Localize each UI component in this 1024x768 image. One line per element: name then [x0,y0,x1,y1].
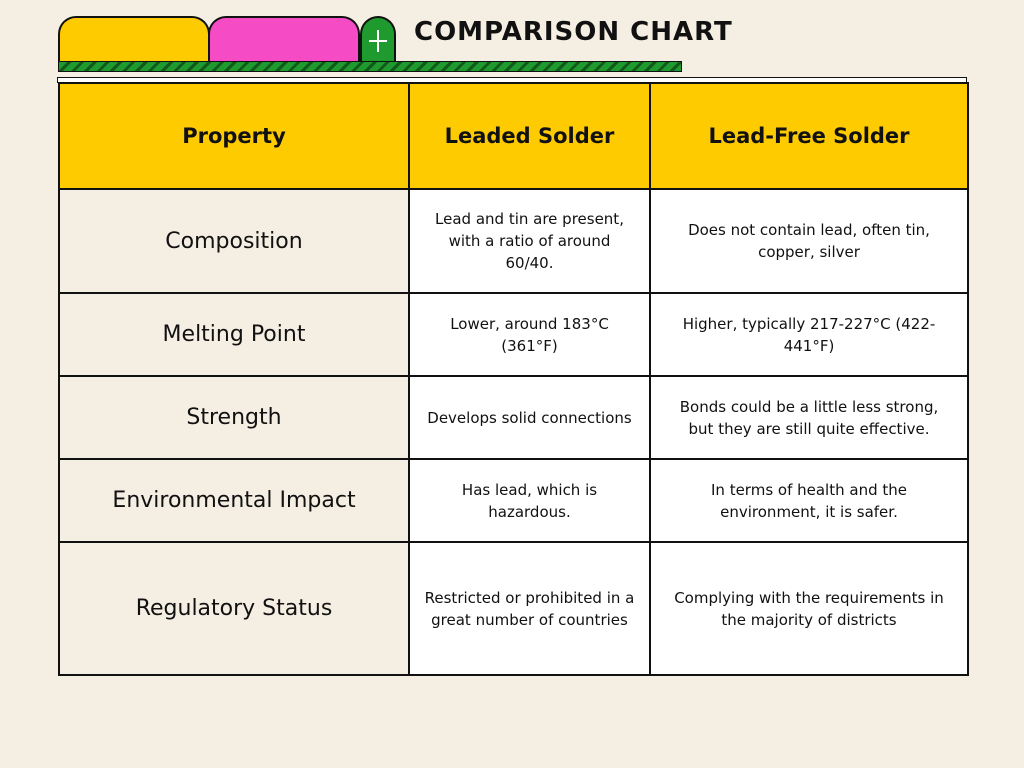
property-cell: Composition [58,188,410,294]
lead-free-cell: Does not contain lead, often tin, copper… [649,188,969,294]
plus-icon [360,16,396,66]
decorative-stripe [58,61,682,72]
lead-free-cell: Higher, typically 217-227°C (422-441°F) [649,292,969,377]
comparison-table: Property Leaded Solder Lead-Free Solder … [58,82,969,676]
leaded-cell: Restricted or prohibited in a great numb… [408,541,651,676]
lead-free-cell: Complying with the requirements in the m… [649,541,969,676]
column-header: Property [58,82,410,190]
table-frame [57,77,967,83]
table-row: Strength Develops solid connections Bond… [58,375,969,460]
leaded-cell: Develops solid connections [408,375,651,460]
column-header: Leaded Solder [408,82,651,190]
property-cell: Strength [58,375,410,460]
property-cell: Environmental Impact [58,458,410,543]
tab-yellow [58,16,210,66]
tab-pink [208,16,360,66]
page-title: COMPARISON CHART [414,17,733,47]
table-header-row: Property Leaded Solder Lead-Free Solder [58,82,969,190]
leaded-cell: Lead and tin are present, with a ratio o… [408,188,651,294]
folder-tabs [58,16,698,76]
lead-free-cell: In terms of health and the environment, … [649,458,969,543]
property-cell: Regulatory Status [58,541,410,676]
table-row: Environmental Impact Has lead, which is … [58,458,969,543]
table-row: Composition Lead and tin are present, wi… [58,188,969,294]
lead-free-cell: Bonds could be a little less strong, but… [649,375,969,460]
table-row: Melting Point Lower, around 183°C (361°F… [58,292,969,377]
table-row: Regulatory Status Restricted or prohibit… [58,541,969,676]
property-cell: Melting Point [58,292,410,377]
column-header: Lead-Free Solder [649,82,969,190]
leaded-cell: Lower, around 183°C (361°F) [408,292,651,377]
leaded-cell: Has lead, which is hazardous. [408,458,651,543]
